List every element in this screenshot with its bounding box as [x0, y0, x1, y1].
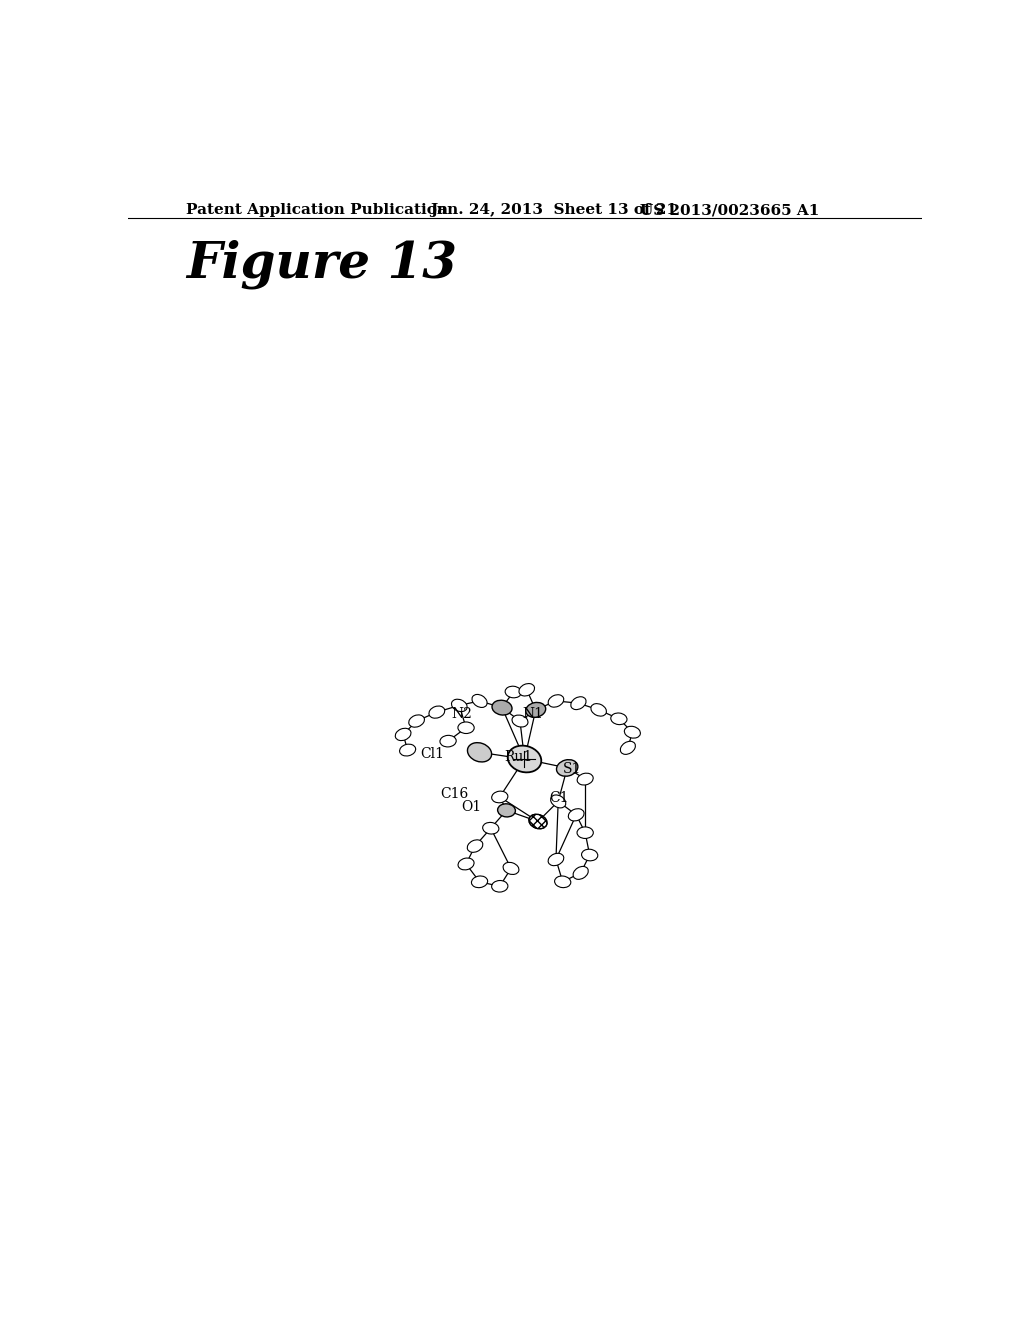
Ellipse shape — [503, 862, 519, 874]
Ellipse shape — [440, 735, 457, 747]
Text: N1: N1 — [522, 708, 544, 722]
Ellipse shape — [508, 746, 542, 772]
Ellipse shape — [395, 729, 411, 741]
Ellipse shape — [625, 726, 640, 738]
Ellipse shape — [621, 742, 636, 755]
Ellipse shape — [471, 876, 487, 887]
Text: Patent Application Publication: Patent Application Publication — [186, 203, 449, 216]
Text: Jan. 24, 2013  Sheet 13 of 21: Jan. 24, 2013 Sheet 13 of 21 — [430, 203, 677, 216]
Ellipse shape — [591, 704, 606, 717]
Ellipse shape — [548, 694, 564, 708]
Ellipse shape — [492, 700, 512, 715]
Ellipse shape — [582, 849, 598, 861]
Ellipse shape — [467, 840, 483, 853]
Text: S1: S1 — [563, 763, 582, 776]
Ellipse shape — [399, 744, 416, 756]
Ellipse shape — [573, 866, 588, 879]
Ellipse shape — [551, 795, 566, 808]
Ellipse shape — [512, 715, 528, 727]
Ellipse shape — [578, 774, 593, 785]
Text: O1: O1 — [462, 800, 481, 814]
Text: Figure 13: Figure 13 — [186, 239, 457, 289]
Ellipse shape — [570, 697, 586, 710]
Ellipse shape — [429, 706, 444, 718]
Ellipse shape — [578, 826, 593, 838]
Ellipse shape — [568, 809, 584, 821]
Ellipse shape — [519, 684, 535, 696]
Text: C1: C1 — [550, 792, 569, 805]
Ellipse shape — [556, 759, 578, 776]
Text: N2: N2 — [452, 706, 472, 721]
Ellipse shape — [492, 791, 508, 803]
Text: Cl1: Cl1 — [420, 747, 443, 760]
Ellipse shape — [452, 700, 467, 711]
Ellipse shape — [468, 743, 492, 762]
Ellipse shape — [498, 804, 515, 817]
Ellipse shape — [492, 880, 508, 892]
Ellipse shape — [472, 694, 487, 708]
Text: US 2013/0023665 A1: US 2013/0023665 A1 — [640, 203, 819, 216]
Ellipse shape — [548, 853, 564, 866]
Ellipse shape — [529, 814, 547, 829]
Ellipse shape — [555, 876, 570, 887]
Ellipse shape — [482, 822, 499, 834]
Ellipse shape — [505, 686, 521, 698]
Text: C16: C16 — [440, 787, 469, 801]
Ellipse shape — [409, 715, 425, 727]
Ellipse shape — [525, 702, 546, 717]
Text: Ru1: Ru1 — [504, 751, 532, 764]
Ellipse shape — [458, 722, 474, 734]
Ellipse shape — [458, 858, 474, 870]
Ellipse shape — [610, 713, 627, 725]
